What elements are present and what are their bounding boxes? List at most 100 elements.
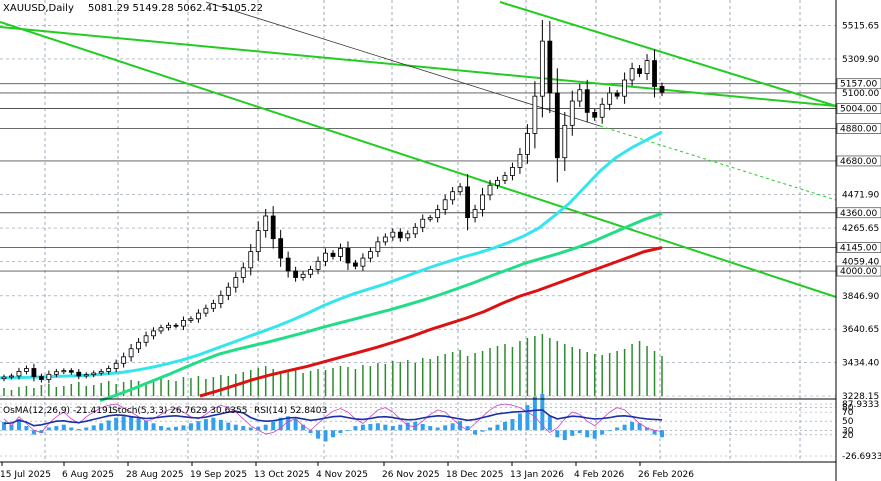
osma-bar (293, 419, 298, 431)
candle-body (136, 341, 141, 350)
candle-body (166, 324, 171, 329)
osma-bar (547, 416, 552, 431)
osma-bar (69, 427, 74, 431)
price-tick-label: 4059.40 (842, 257, 879, 267)
candle-body (420, 218, 426, 228)
trend-channels (0, 1, 837, 298)
channel-line (0, 26, 837, 107)
level-label-box (836, 155, 881, 167)
candle-body (323, 252, 328, 262)
candle-body (382, 236, 388, 243)
price-tick-label: 5100.00 (842, 89, 879, 99)
candle-body (196, 312, 201, 320)
candle-body (345, 247, 351, 264)
osma-bar (585, 430, 590, 438)
osma-bar (413, 421, 418, 431)
candle-body (38, 376, 44, 380)
candle-body (450, 191, 456, 201)
candle-body (16, 371, 22, 377)
osma-bar (263, 424, 268, 431)
candle-body (255, 230, 261, 253)
level-label: 4360.00 (840, 209, 877, 219)
candle-body (338, 247, 343, 257)
candle-body (525, 133, 530, 155)
osma-bar (600, 430, 605, 435)
osma-bar (54, 426, 59, 431)
level-label-box (836, 78, 881, 90)
candle-body (637, 68, 642, 74)
osma-bar (420, 423, 425, 431)
level-label: 4000.00 (840, 267, 877, 277)
candle-body (577, 89, 583, 102)
osma-bar (488, 427, 493, 431)
candle-body (270, 215, 276, 240)
price-tick-label: 3434.40 (842, 359, 879, 369)
osma-bar (540, 393, 545, 431)
candle-body (614, 92, 620, 97)
osma-bar (525, 405, 530, 431)
candle-body (367, 251, 373, 259)
candle-body (24, 368, 29, 372)
oscillator-panel (0, 393, 836, 457)
candle-body (405, 233, 411, 239)
osma-bar (166, 427, 171, 431)
candle-body (240, 267, 246, 278)
osma-bar (562, 430, 567, 441)
osma-bar (9, 424, 14, 431)
volume-bars (3, 334, 663, 396)
level-label-box (836, 103, 881, 114)
osma-bar (405, 422, 410, 431)
osma-bar (241, 426, 246, 431)
osma-bar (144, 420, 149, 431)
candle-body (412, 226, 418, 235)
rsi-line (3, 409, 663, 427)
candle-body (151, 330, 156, 337)
osma-bar (570, 430, 575, 436)
candle-body (31, 368, 37, 377)
channel-line (499, 1, 837, 107)
price-tick-label: 5515.65 (842, 22, 879, 32)
candle-body (547, 40, 553, 94)
price-tick-label: 3640.65 (842, 325, 879, 335)
candle-body (502, 175, 508, 181)
osc-tick-label: 20 (842, 431, 854, 441)
osma-bar (76, 428, 81, 431)
osma-bar (91, 425, 96, 431)
osma-bar (323, 430, 328, 442)
candle-body (644, 60, 650, 74)
osc-tick-label: 80 (842, 404, 854, 414)
candle-body (121, 356, 127, 364)
osma-bar (121, 416, 126, 431)
osma-bar (360, 424, 365, 431)
candle-body (554, 92, 560, 159)
osma-bar (607, 430, 612, 432)
osma-bar (99, 423, 104, 431)
osma-bar (517, 413, 522, 431)
osma-bar (173, 426, 178, 431)
candle-body (293, 270, 299, 278)
time-tick-label: 13 Oct 2025 (254, 470, 310, 480)
candle-body (53, 371, 59, 375)
osma-bar (233, 424, 238, 431)
osma-bar (592, 430, 597, 439)
candle-body (98, 371, 104, 374)
candle-body (539, 40, 545, 97)
time-tick-label: 18 Dec 2025 (446, 470, 504, 480)
osma-bar (196, 421, 201, 431)
osma-bar (2, 421, 6, 431)
osma-bar (630, 421, 635, 431)
horizontal-levels (0, 83, 836, 272)
candle-body (607, 92, 613, 105)
stoch-line (3, 403, 663, 435)
candle-body (225, 286, 231, 296)
candle-body (517, 154, 523, 168)
chart-symbol: XAUUSD,Daily (3, 3, 74, 14)
candle-body (622, 79, 628, 97)
osma-bar (16, 419, 21, 431)
level-label: 5157.00 (840, 80, 877, 90)
candle-body (315, 260, 321, 270)
osma-bar (61, 424, 66, 431)
candle-body (308, 269, 313, 275)
osma-bar (435, 427, 440, 431)
